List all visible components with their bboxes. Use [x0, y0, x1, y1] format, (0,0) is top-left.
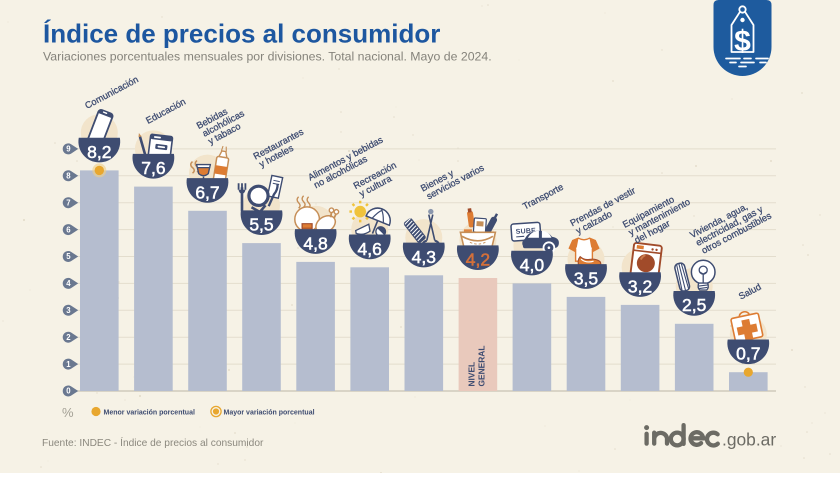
svg-text:3,2: 3,2	[628, 276, 652, 296]
svg-text:$: $	[734, 25, 751, 58]
svg-text:SUBE: SUBE	[516, 227, 537, 235]
svg-text:Fuente: INDEC - Índice de prec: Fuente: INDEC - Índice de precios al con…	[42, 436, 264, 449]
svg-text:4,6: 4,6	[358, 239, 382, 259]
svg-text:1: 1	[66, 360, 71, 369]
svg-text:Mayor variación porcentual: Mayor variación porcentual	[224, 410, 315, 417]
svg-text:8,2: 8,2	[87, 142, 111, 162]
svg-text:GENERAL: GENERAL	[477, 346, 487, 387]
svg-text:5,5: 5,5	[249, 215, 273, 235]
svg-text:%: %	[62, 405, 74, 420]
svg-text:.gob.ar: .gob.ar	[722, 430, 776, 450]
svg-text:4,2: 4,2	[466, 250, 490, 270]
svg-text:4,0: 4,0	[520, 255, 545, 275]
svg-text:NIVEL: NIVEL	[467, 362, 477, 387]
svg-text:0,7: 0,7	[736, 344, 760, 364]
svg-text:7,6: 7,6	[141, 158, 165, 178]
svg-text:0: 0	[66, 387, 71, 396]
svg-text:7: 7	[66, 198, 70, 207]
svg-text:4,8: 4,8	[303, 233, 327, 253]
svg-text:3: 3	[66, 306, 71, 315]
svg-text:Variaciones porcentuales mensu: Variaciones porcentuales mensuales por d…	[43, 50, 492, 64]
svg-text:6: 6	[66, 225, 71, 234]
svg-text:4: 4	[66, 279, 71, 288]
svg-text:5: 5	[66, 252, 71, 261]
svg-text:6,7: 6,7	[195, 182, 219, 202]
svg-text:Índice de precios al consumido: Índice de precios al consumidor	[43, 19, 440, 49]
svg-text:4,3: 4,3	[412, 247, 436, 267]
svg-text:Menor variación porcentual: Menor variación porcentual	[104, 410, 195, 417]
svg-text:2: 2	[66, 333, 71, 342]
svg-text:9: 9	[66, 145, 71, 154]
svg-text:2,5: 2,5	[682, 295, 706, 315]
svg-text:3,5: 3,5	[574, 268, 598, 288]
svg-text:8: 8	[66, 172, 71, 181]
